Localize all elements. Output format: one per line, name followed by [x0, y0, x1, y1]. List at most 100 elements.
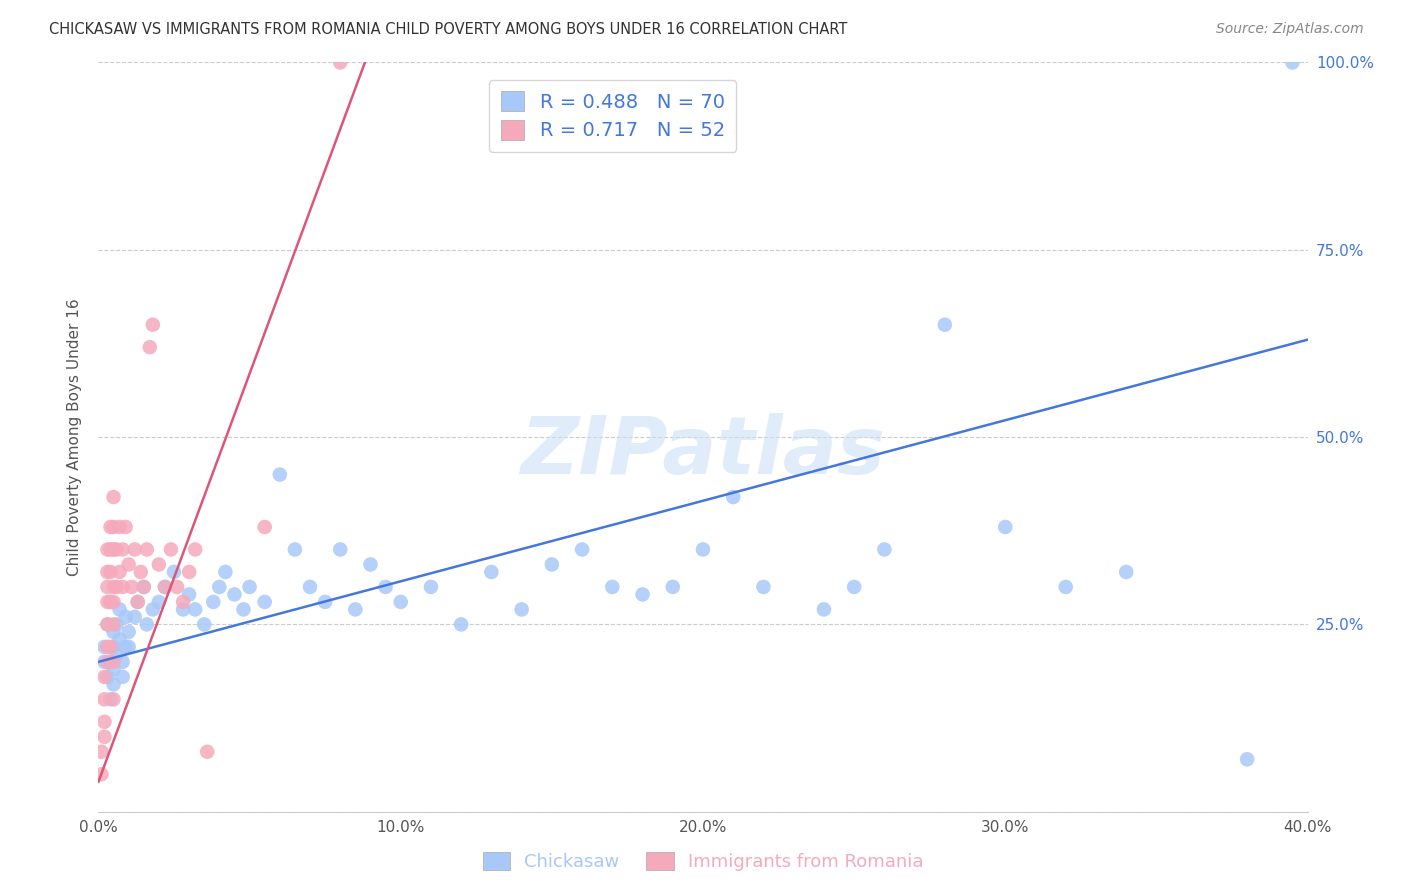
Point	[132, 580, 155, 594]
Point	[602, 580, 624, 594]
Point	[193, 617, 215, 632]
Text: CHICKASAW VS IMMIGRANTS FROM ROMANIA CHILD POVERTY AMONG BOYS UNDER 16 CORRELATI: CHICKASAW VS IMMIGRANTS FROM ROMANIA CHI…	[49, 22, 848, 37]
Point	[96, 542, 118, 557]
Point	[105, 648, 128, 662]
Point	[813, 602, 835, 616]
Point	[103, 595, 125, 609]
Point	[214, 565, 236, 579]
Point	[510, 602, 533, 616]
Point	[208, 580, 231, 594]
Point	[844, 580, 866, 594]
Point	[163, 565, 186, 579]
Point	[571, 542, 593, 557]
Point	[360, 558, 382, 572]
Point	[314, 595, 336, 609]
Point	[100, 692, 122, 706]
Point	[481, 565, 503, 579]
Point	[93, 640, 115, 654]
Point	[179, 587, 201, 601]
Point	[93, 714, 115, 729]
Point	[93, 730, 115, 744]
Point	[103, 490, 125, 504]
Point	[111, 542, 134, 557]
Point	[100, 542, 122, 557]
Point	[100, 595, 122, 609]
Point	[284, 542, 307, 557]
Point	[127, 595, 149, 609]
Text: ZIPatlas: ZIPatlas	[520, 413, 886, 491]
Point	[118, 558, 141, 572]
Point	[1236, 752, 1258, 766]
Point	[96, 670, 118, 684]
Point	[96, 617, 118, 632]
Point	[153, 580, 176, 594]
Point	[90, 745, 112, 759]
Point	[1115, 565, 1137, 579]
Point	[111, 580, 134, 594]
Point	[93, 692, 115, 706]
Point	[269, 467, 291, 482]
Point	[114, 520, 136, 534]
Point	[103, 580, 125, 594]
Point	[195, 745, 218, 759]
Point	[329, 542, 352, 557]
Point	[96, 655, 118, 669]
Point	[96, 595, 118, 609]
Point	[184, 542, 207, 557]
Point	[90, 767, 112, 781]
Point	[179, 565, 201, 579]
Point	[114, 610, 136, 624]
Point	[129, 565, 152, 579]
Point	[184, 602, 207, 616]
Point	[96, 580, 118, 594]
Point	[148, 595, 170, 609]
Point	[118, 624, 141, 639]
Point	[661, 580, 683, 594]
Point	[374, 580, 396, 594]
Y-axis label: Child Poverty Among Boys Under 16: Child Poverty Among Boys Under 16	[67, 298, 83, 576]
Point	[1281, 55, 1303, 70]
Point	[232, 602, 254, 616]
Point	[873, 542, 896, 557]
Legend: Chickasaw, Immigrants from Romania: Chickasaw, Immigrants from Romania	[475, 845, 931, 879]
Point	[103, 655, 125, 669]
Point	[420, 580, 443, 594]
Point	[752, 580, 775, 594]
Point	[103, 692, 125, 706]
Point	[103, 640, 125, 654]
Point	[142, 602, 165, 616]
Point	[103, 624, 125, 639]
Point	[100, 595, 122, 609]
Point	[132, 580, 155, 594]
Point	[934, 318, 956, 332]
Point	[100, 640, 122, 654]
Point	[124, 542, 146, 557]
Point	[994, 520, 1017, 534]
Point	[299, 580, 322, 594]
Point	[111, 670, 134, 684]
Point	[142, 318, 165, 332]
Point	[124, 610, 146, 624]
Point	[253, 520, 276, 534]
Point	[103, 520, 125, 534]
Point	[389, 595, 412, 609]
Point	[1054, 580, 1077, 594]
Point	[202, 595, 225, 609]
Point	[160, 542, 183, 557]
Text: Source: ZipAtlas.com: Source: ZipAtlas.com	[1216, 22, 1364, 37]
Point	[108, 520, 131, 534]
Point	[224, 587, 246, 601]
Point	[103, 677, 125, 691]
Point	[540, 558, 562, 572]
Point	[344, 602, 367, 616]
Point	[253, 595, 276, 609]
Point	[118, 640, 141, 654]
Point	[93, 670, 115, 684]
Point	[135, 542, 157, 557]
Point	[93, 655, 115, 669]
Point	[108, 565, 131, 579]
Point	[723, 490, 745, 504]
Point	[100, 520, 122, 534]
Point	[450, 617, 472, 632]
Point	[105, 617, 128, 632]
